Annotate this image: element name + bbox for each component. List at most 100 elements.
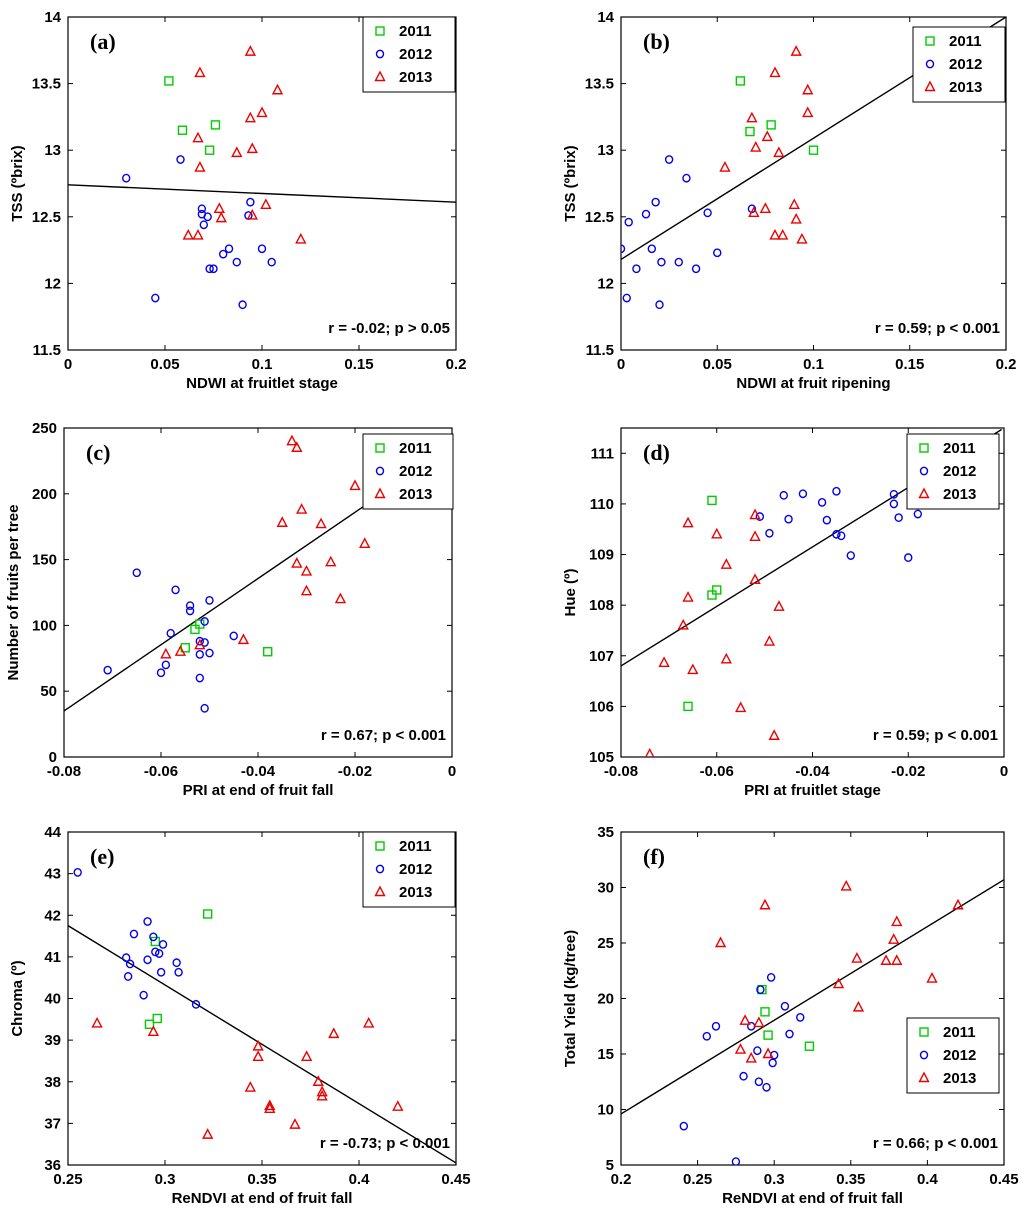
point-2012 <box>195 673 205 683</box>
point-2013 <box>790 45 802 56</box>
y-axis-label: TSS (ºbrix) <box>9 145 26 221</box>
point-2012 <box>200 703 209 713</box>
point-2013 <box>291 441 303 452</box>
point-2013 <box>244 1081 257 1092</box>
point-2012 <box>641 209 651 219</box>
point-2011 <box>735 76 746 86</box>
point-2012 <box>132 568 141 578</box>
legend-marker-2011 <box>375 26 385 36</box>
x-axis-label: PRI at end of fruit fall <box>183 782 334 799</box>
point-2013 <box>289 1118 301 1129</box>
legend-label-2011: 2011 <box>399 23 432 40</box>
point-2012 <box>232 257 241 267</box>
point-2013 <box>276 516 288 527</box>
x-tick-label: 0.45 <box>441 1171 470 1188</box>
y-tick-label: 150 <box>32 552 57 569</box>
point-2013 <box>291 557 303 568</box>
y-tick-label: 30 <box>597 880 614 897</box>
point-2012 <box>674 257 683 267</box>
y-tick-label: 36 <box>44 1157 61 1174</box>
legend-box <box>906 433 1000 510</box>
point-2012 <box>218 249 228 259</box>
point-2012 <box>622 293 631 303</box>
point-2012 <box>753 1046 762 1056</box>
legend-marker-2013 <box>374 487 386 499</box>
point-2013 <box>194 638 206 650</box>
x-tick-label: -0.02 <box>338 763 372 780</box>
x-tick-label: 0.35 <box>836 1171 865 1188</box>
legend-marker-2012 <box>919 466 929 476</box>
point-2012 <box>205 648 214 658</box>
legend-marker-2012 <box>925 59 935 69</box>
y-tick-label: 110 <box>590 496 614 513</box>
y-tick-label: 20 <box>597 991 614 1008</box>
data-marks <box>68 45 456 310</box>
point-2013 <box>852 1000 865 1012</box>
y-tick-label: 106 <box>589 698 614 715</box>
point-2011 <box>164 76 174 86</box>
panel-e: 0.25 0.3 0.35 0.4 0.45 36 37 38 39 40 41 42 43 44 ReND… <box>9 824 471 1207</box>
y-tick-label: 0 <box>49 749 57 766</box>
y-tick-label: 11.5 <box>586 342 614 359</box>
x-tick-label: 0.15 <box>895 356 924 373</box>
point-2012 <box>205 264 214 274</box>
point-2012 <box>739 1071 748 1081</box>
y-axis-label: Total Yield (kg/tree) <box>562 930 579 1067</box>
point-2012 <box>149 932 158 942</box>
x-tick-label: 0.05 <box>703 356 732 373</box>
point-2012 <box>143 917 152 926</box>
point-2013 <box>802 106 814 118</box>
legend: 2011 2012 2013 <box>362 16 456 93</box>
y-tick-label: 13 <box>44 142 61 159</box>
point-2012 <box>647 244 656 254</box>
legend-label-2011: 2011 <box>399 838 432 855</box>
point-2013 <box>246 208 258 220</box>
point-2013 <box>246 142 258 154</box>
point-2013 <box>682 516 694 528</box>
x-tick-label: 0.35 <box>247 1171 276 1188</box>
y-tick-label: 200 <box>32 486 57 503</box>
y-tick-label: 12 <box>597 275 614 292</box>
legend-label-2011: 2011 <box>399 440 432 457</box>
point-2012 <box>129 929 139 939</box>
point-2012 <box>171 585 180 595</box>
legend-label-2013: 2013 <box>943 486 976 503</box>
point-2012 <box>762 1082 771 1092</box>
point-2013 <box>773 600 785 611</box>
point-2013 <box>194 161 206 172</box>
panel-label: (f) <box>643 844 665 869</box>
panel-label: (a) <box>90 29 116 54</box>
point-2011 <box>763 1030 773 1040</box>
point-2012 <box>756 985 765 995</box>
point-2013 <box>777 228 789 240</box>
panel-c: -0.08 -0.06 -0.04 -0.02 0 0 50 100 150 200 250 PRI … <box>5 420 456 799</box>
point-2012 <box>621 244 626 254</box>
legend-marker-2011 <box>919 1027 929 1037</box>
x-tick-label: 0.45 <box>989 1171 1018 1188</box>
point-2012 <box>103 665 112 675</box>
y-tick-label: 12.5 <box>32 209 61 226</box>
point-2012 <box>702 1031 711 1041</box>
point-2013 <box>359 537 371 549</box>
legend: 2011 2012 2013 <box>362 433 454 510</box>
point-2013 <box>315 517 327 529</box>
point-2013 <box>720 652 732 664</box>
point-2011 <box>195 619 205 629</box>
stat-annotation: r = -0.02; p > 0.05 <box>328 320 450 337</box>
point-2013 <box>316 1089 328 1101</box>
y-tick-label: 35 <box>597 824 614 841</box>
point-2011 <box>804 1041 815 1051</box>
point-2013 <box>252 1039 264 1051</box>
point-2013 <box>644 747 655 757</box>
stat-annotation: r = 0.66; p < 0.001 <box>873 1135 998 1152</box>
panel-d: -0.08 -0.06 -0.04 -0.02 0 105 106 107 108 109 110 1… <box>562 427 1008 799</box>
point-2012 <box>711 1021 721 1031</box>
x-tick-label: -0.04 <box>795 763 830 780</box>
x-tick-label: -0.06 <box>144 763 178 780</box>
point-2013 <box>192 228 204 240</box>
point-2012 <box>664 155 674 164</box>
point-2012 <box>224 244 234 254</box>
point-2012 <box>703 208 712 218</box>
point-2012 <box>156 668 166 678</box>
legend-box <box>362 16 456 93</box>
